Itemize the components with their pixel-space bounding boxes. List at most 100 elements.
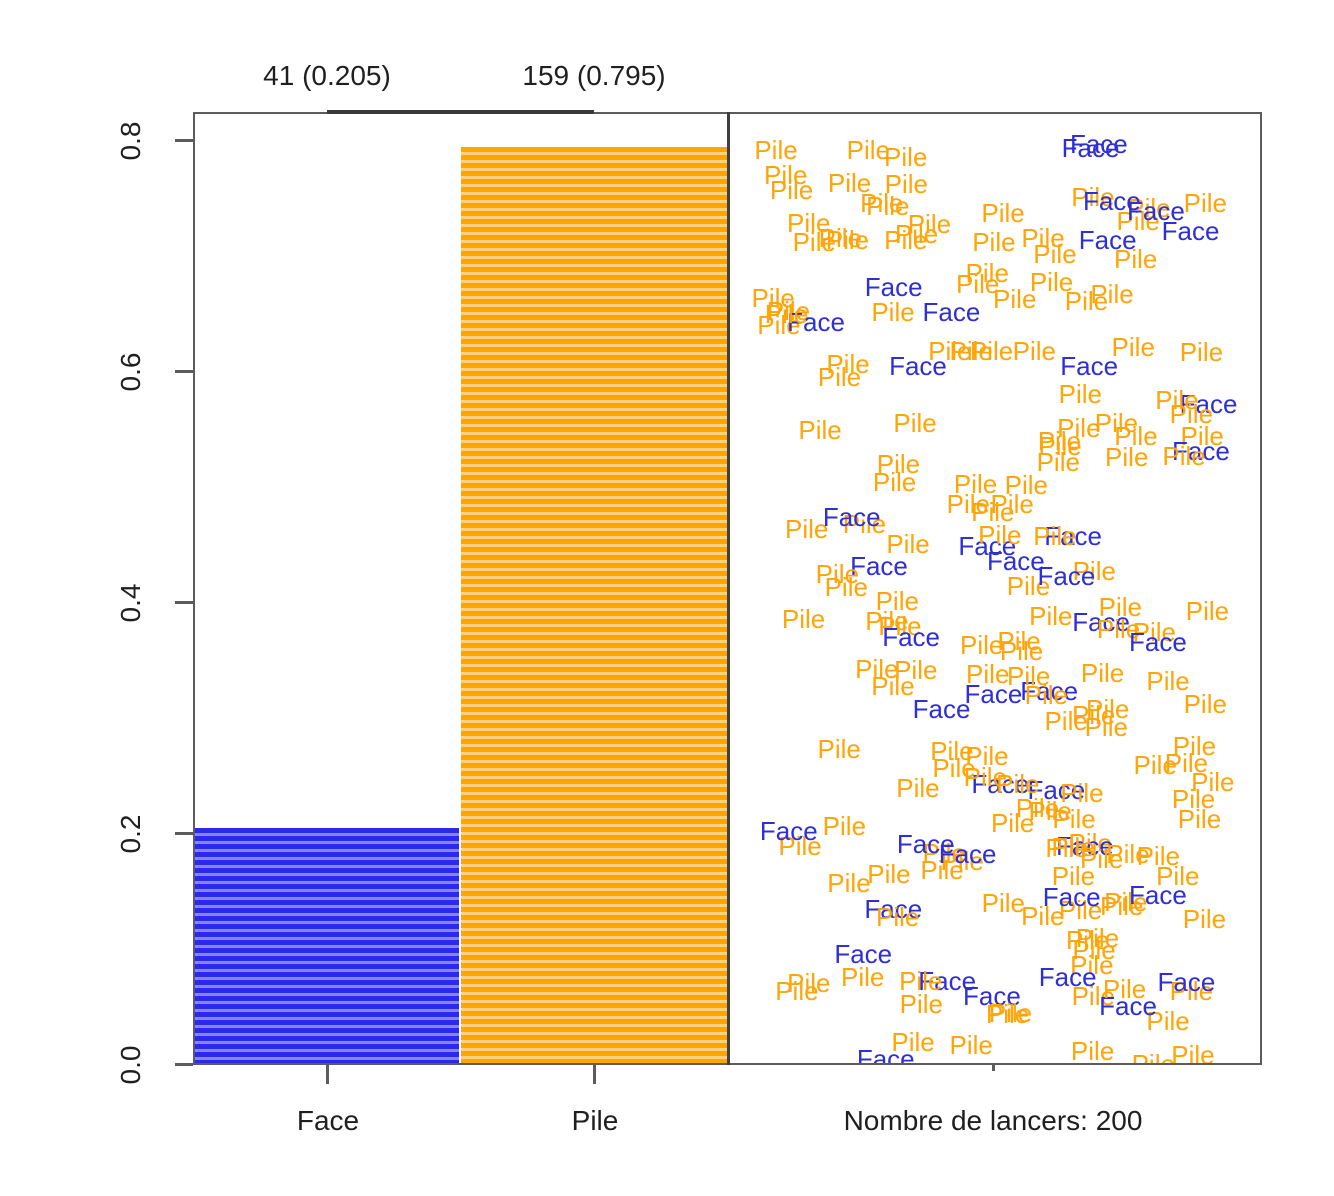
scatter-word-pile: Pile (978, 520, 1022, 551)
scatter-word-pile: Pile (1098, 592, 1142, 623)
scatter-word-pile: Pile (899, 988, 944, 1019)
scatter-word-pile: Pile (1104, 886, 1148, 917)
scatter-word-pile: Pile (1072, 935, 1116, 966)
scatter-word-face: Face (1037, 560, 1096, 591)
scatter-word-pile: Pile (1057, 412, 1101, 443)
scatter-word-pile: Pile (1090, 278, 1134, 309)
scatter-word-pile: Pile (965, 740, 1009, 771)
scatter-word-pile: Pile (997, 626, 1041, 656)
scatter-word-pile: Pile (886, 529, 930, 560)
scatter-word-pile: Pile (1060, 778, 1104, 809)
scatter-word-pile: Pile (1065, 924, 1110, 955)
top-count-label-face: 41 (0.205) (263, 60, 391, 91)
scatter-word-pile: Pile (1072, 555, 1116, 586)
y-axis-label: 0.4 (115, 583, 146, 623)
scatter-word-pile: Pile (1058, 379, 1102, 410)
scatter-word-pile: Pile (894, 218, 939, 249)
scatter-word-pile: Pile (963, 762, 1008, 793)
scatter-word-face: Face (938, 839, 997, 870)
scatter-word-face: Face (1044, 521, 1103, 552)
scatter-word-pile: Pile (1164, 747, 1209, 778)
scatter-word-pile: Pile (1021, 900, 1065, 931)
scatter-word-face: Face (1042, 882, 1101, 913)
scatter-word-face: Face (834, 938, 893, 969)
scatter-word-face: Face (787, 306, 845, 337)
scatter-word-face: Face (1161, 216, 1220, 247)
scatter-word-pile: Pile (1080, 658, 1125, 688)
scatter-word-pile: Pile (930, 736, 974, 767)
scatter-word-pile: Pile (1146, 1005, 1190, 1036)
scatter-word-pile: Pile (855, 653, 899, 684)
bar-face (195, 828, 459, 1065)
scatter-word-face: Face (1055, 830, 1114, 861)
x-axis-tick-pile (593, 1065, 596, 1084)
scatter-word-face: Face (964, 679, 1023, 710)
scatter-word-pile: Pile (822, 810, 867, 841)
scatter-panel: Pile Pile Pile Pile Pile Face Pile Pile Pile Face… (730, 114, 1260, 1063)
scatter-word-pile: Pile (1028, 796, 1072, 827)
x-axis-tick-caption (992, 1065, 995, 1071)
scatter-word-pile: Pile (827, 168, 872, 199)
scatter-word-pile: Pile (1004, 469, 1048, 500)
scatter-word-face: Face (864, 894, 923, 925)
scatter-word-pile: Pile (884, 168, 929, 199)
scatter-word-pile: Pile (867, 859, 911, 890)
scatter-word-pile: Pile (865, 605, 909, 636)
scatter-word-pile: Pile (999, 636, 1044, 667)
scatter-word-pile: Pile (965, 257, 1009, 288)
scatter-word-pile: Pile (1071, 181, 1115, 212)
y-axis-tick (175, 370, 193, 373)
top-count-label-pile: 159 (0.795) (522, 60, 666, 91)
scatter-word-pile: Pile (1171, 1040, 1215, 1063)
scatter-word-pile: Pile (757, 309, 801, 340)
scatter-word-pile: Pile (907, 208, 952, 239)
scatter-word-face: Face (1072, 606, 1131, 637)
scatter-word-pile: Pile (1045, 832, 1089, 863)
scatter-word-pile: Pile (993, 283, 1037, 314)
scatter-word-pile: Pile (1169, 399, 1214, 430)
scatter-word-pile: Pile (959, 629, 1004, 660)
scatter-word-pile: Pile (932, 752, 976, 783)
scatter-word-pile: Pile (1033, 238, 1077, 269)
scatter-word-pile: Pile (1185, 596, 1230, 627)
scatter-word-pile: Pile (871, 671, 915, 702)
scatter-word-pile: Pile (1033, 520, 1077, 551)
x-axis-tick-face (326, 1065, 329, 1084)
scatter-word-pile: Pile (891, 1026, 935, 1057)
scatter-word-face: Face (856, 1043, 915, 1063)
scatter-word-face: Face (1082, 185, 1141, 216)
scatter-word-pile: Pile (953, 469, 998, 500)
scatter-word-pile: Pile (1079, 844, 1124, 875)
scatter-word-pile: Pile (990, 488, 1034, 519)
scatter-word-pile: Pile (784, 514, 829, 545)
y-axis-label: 0.2 (115, 814, 146, 854)
scatter-word-pile: Pile (875, 586, 919, 617)
scatter-word-pile: Pile (787, 207, 831, 238)
y-axis-tick (175, 832, 193, 835)
scatter-word-face: Face (882, 622, 941, 653)
scatter-word-pile: Pile (815, 559, 860, 590)
throws-caption: Nombre de lancers: 200 (843, 1105, 1143, 1136)
scatter-word-pile: Pile (981, 887, 1025, 918)
scatter-word-pile: Pile (798, 415, 842, 446)
scatter-word-pile: Pile (876, 901, 920, 932)
scatter-word-pile: Pile (972, 226, 1016, 257)
scatter-word-pile: Pile (1007, 660, 1051, 691)
scatter-word-pile: Pile (866, 191, 910, 221)
scatter-word-pile: Pile (971, 496, 1015, 527)
scatter-word-pile: Pile (1038, 430, 1082, 461)
scatter-word-pile: Pile (1179, 337, 1224, 368)
scatter-word-pile: Pile (893, 407, 937, 438)
scatter-word-pile: Pile (1180, 421, 1224, 452)
scatter-word-pile: Pile (1133, 749, 1177, 780)
y-axis-tick (175, 139, 193, 142)
scatter-word-face: Face (850, 550, 908, 581)
y-axis-label: 0.8 (115, 121, 146, 161)
scatter-word-face: Face (889, 351, 947, 382)
scatter-word-face: Face (912, 694, 971, 725)
scatter-word-pile: Pile (988, 998, 1033, 1029)
scatter-word-pile: Pile (1114, 421, 1158, 452)
scatter-word-pile: Pile (1156, 860, 1200, 891)
scatter-word-face: Face (1060, 351, 1119, 382)
